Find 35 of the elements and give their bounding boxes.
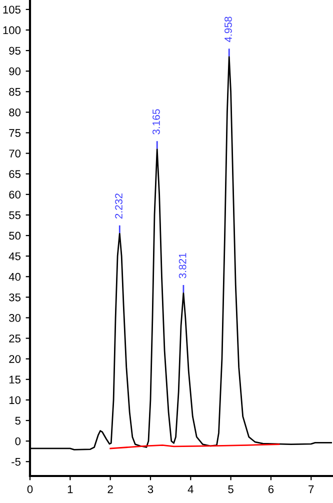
x-tick-label: 7 (308, 485, 314, 494)
y-tick-label: 90 (9, 67, 21, 76)
annotation: 4.958 (224, 16, 232, 42)
y-tick-label: 50 (9, 232, 21, 240)
y-tick-label: 60 (9, 190, 21, 199)
y-tick-label: 10 (9, 396, 21, 404)
y-tick-label: 35 (9, 293, 21, 302)
x-tick-label: 5 (228, 485, 234, 494)
x-tick-label: 0 (27, 485, 33, 494)
y-tick-label: 55 (9, 211, 21, 220)
x-tick-label: 3 (148, 485, 154, 494)
y-tick-label: 0 (15, 437, 21, 446)
y-tick-label: 75 (9, 129, 21, 137)
y-tick-label: 25 (9, 334, 21, 342)
y-tick-label: 40 (8, 272, 21, 281)
x-tick-label: 4 (188, 485, 194, 494)
y-tick-label: 15 (9, 376, 21, 384)
y-tick-label: 95 (9, 46, 21, 55)
x-tick-label: 2 (108, 485, 113, 494)
y-tick-label: 45 (8, 252, 21, 260)
y-tick-label: 70 (9, 150, 21, 158)
annotation: 3.165 (152, 109, 160, 134)
y-tick-label: -5 (12, 458, 21, 466)
y-tick-label: 20 (9, 355, 21, 363)
x-tick-label: 6 (268, 485, 274, 494)
y-tick-label: 65 (9, 170, 21, 178)
y-tick-label: 5 (15, 416, 21, 425)
y-tick-label: 85 (9, 88, 21, 96)
y-tick-label: 30 (9, 314, 21, 322)
annotation: 3.821 (178, 253, 186, 278)
y-tick-label: 100 (3, 26, 21, 34)
y-tick-label: 105 (3, 6, 21, 14)
annotation: 2.232 (115, 194, 122, 219)
x-tick-label: 1 (68, 485, 73, 494)
y-tick-label: 80 (9, 108, 21, 116)
